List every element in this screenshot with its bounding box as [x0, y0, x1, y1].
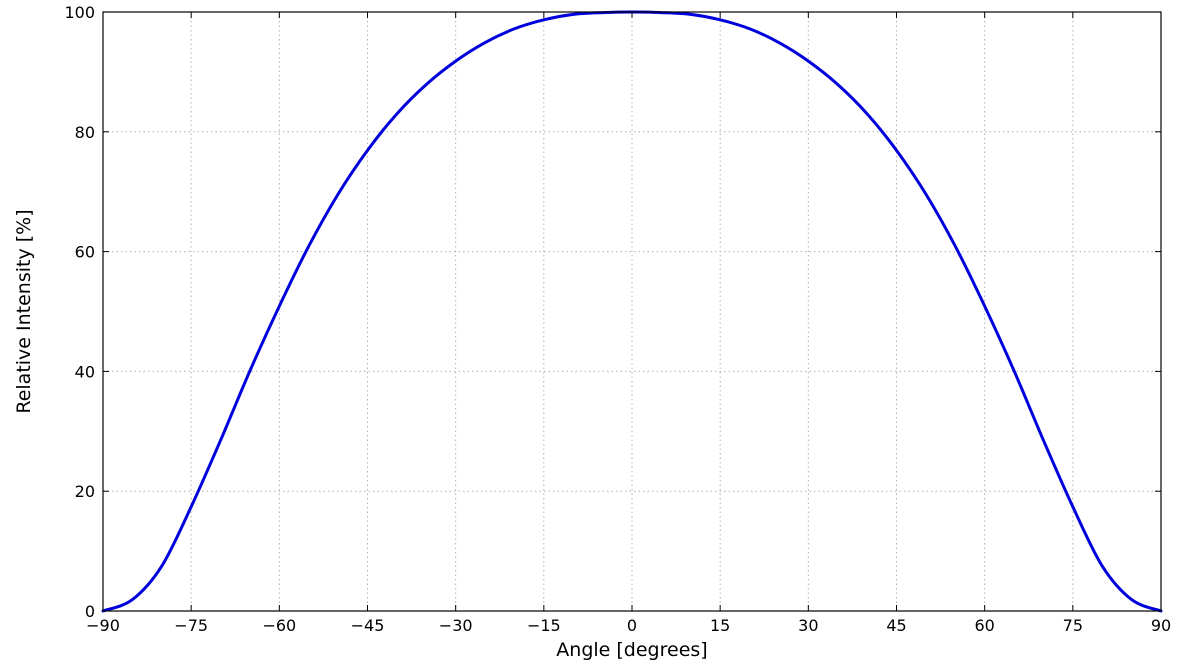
x-tick-label: −60 [262, 616, 296, 635]
y-tick-label: 60 [75, 243, 95, 262]
y-tick-label: 80 [75, 123, 95, 142]
x-tick-label: 30 [798, 616, 818, 635]
y-tick-labels: 0 20 40 60 80 100 [64, 3, 95, 621]
x-tick-label: −45 [351, 616, 385, 635]
x-tick-label: 60 [974, 616, 994, 635]
y-axis-title: Relative Intensity [%] [13, 209, 35, 413]
x-axis-title: Angle [degrees] [556, 639, 707, 661]
x-tick-label: −90 [86, 616, 120, 635]
x-tick-label: −75 [174, 616, 208, 635]
y-tick-label: 0 [85, 602, 95, 621]
x-tick-labels: −90 −75 −60 −45 −30 −15 0 15 30 45 60 75 90 [86, 616, 1171, 635]
x-tick-label: 45 [886, 616, 906, 635]
y-tick-label: 40 [75, 362, 95, 381]
x-tick-label: 75 [1063, 616, 1083, 635]
y-tick-label: 20 [75, 482, 95, 501]
tick-marks [102, 11, 1162, 612]
y-tick-label: 100 [64, 3, 95, 22]
x-tick-label: −30 [439, 616, 473, 635]
x-tick-label: 90 [1151, 616, 1171, 635]
x-tick-label: −15 [527, 616, 561, 635]
x-tick-label: 0 [627, 616, 637, 635]
x-tick-label: 15 [710, 616, 730, 635]
